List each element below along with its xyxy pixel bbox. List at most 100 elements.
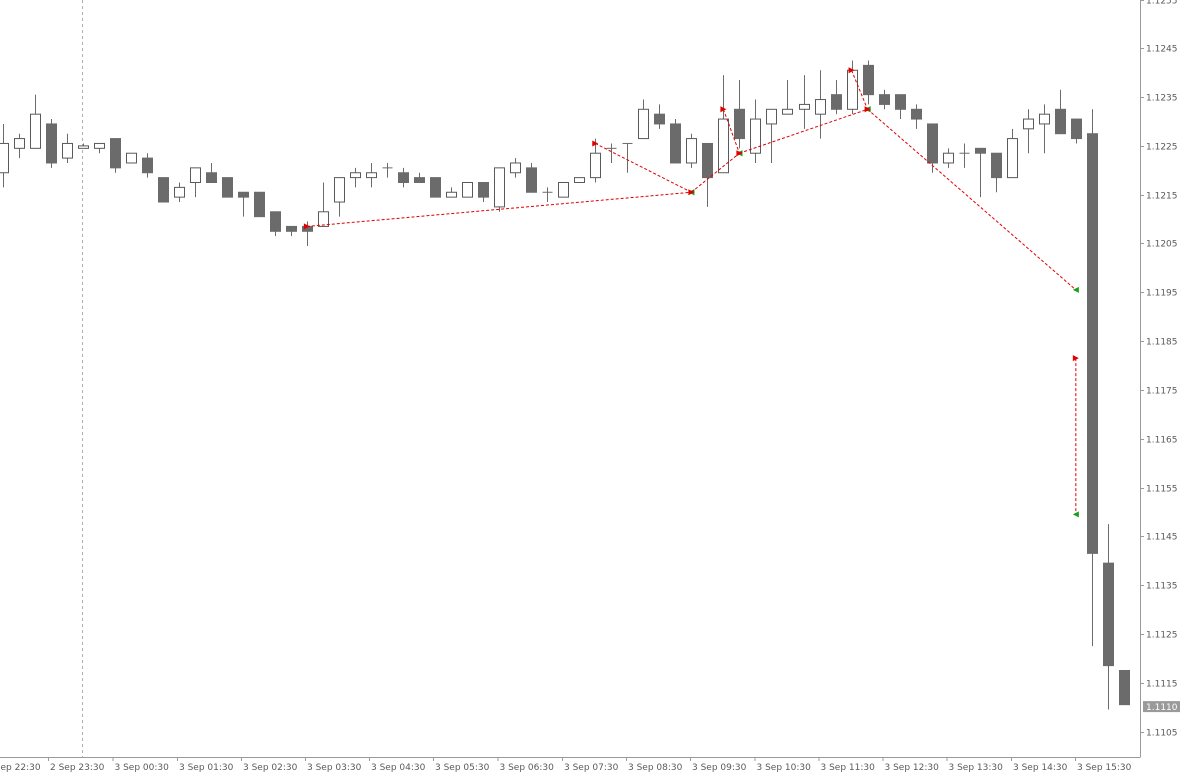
candle-body[interactable] (782, 108, 793, 115)
candle-body[interactable] (142, 157, 153, 174)
candle-body[interactable] (1087, 133, 1098, 554)
y-tick-label: 1.1175 (1146, 387, 1178, 397)
candle-body[interactable] (975, 147, 986, 154)
candle-body[interactable] (943, 152, 954, 164)
current-price-label: 1.1110 (1146, 703, 1178, 713)
candle-body[interactable] (78, 145, 89, 149)
y-tick-label: 1.1165 (1146, 436, 1178, 446)
candle-body[interactable] (366, 172, 377, 179)
y-tick-label: 1.1235 (1146, 94, 1178, 104)
y-tick-label: 1.1225 (1146, 143, 1178, 153)
candle-body[interactable] (94, 142, 105, 149)
candle-body[interactable] (831, 94, 842, 110)
trade-entry-marker[interactable] (688, 189, 695, 196)
candle-body[interactable] (766, 108, 777, 125)
candle-body[interactable] (847, 69, 858, 110)
candle-body[interactable] (718, 118, 729, 174)
x-tick-label: 3 Sep 13:30 (949, 763, 1004, 772)
current-price-tag (1143, 701, 1180, 713)
candle-body[interactable] (286, 225, 297, 232)
candle-body[interactable] (911, 108, 922, 120)
candle-body[interactable] (0, 142, 9, 174)
candle-body[interactable] (991, 152, 1002, 179)
candle-body[interactable] (1055, 108, 1066, 135)
candle-body[interactable] (238, 191, 249, 198)
candle-body[interactable] (334, 177, 345, 203)
candle-body[interactable] (494, 167, 505, 208)
x-tick-label: 3 Sep 11:30 (821, 763, 876, 772)
candle-body[interactable] (446, 191, 457, 198)
x-tick-label: 3 Sep 00:30 (115, 763, 170, 772)
candle-body[interactable] (1071, 118, 1082, 140)
candle-body[interactable] (799, 103, 810, 110)
candle-body[interactable] (174, 186, 185, 198)
candle-body[interactable] (1039, 113, 1050, 125)
trade-entry-marker[interactable] (864, 106, 871, 113)
candle-body[interactable] (318, 211, 329, 227)
trade-line (691, 152, 740, 193)
candle-body[interactable] (654, 113, 665, 125)
candle-body[interactable] (254, 191, 265, 218)
trade-exit-marker[interactable] (1072, 286, 1079, 293)
y-tick-label: 1.1115 (1146, 680, 1178, 690)
candle-body[interactable] (270, 211, 281, 232)
candle-body[interactable] (1007, 138, 1018, 179)
candle-body[interactable] (558, 182, 569, 198)
candle-body[interactable] (462, 182, 473, 198)
candle-body[interactable] (478, 182, 489, 198)
trade-entry-marker[interactable] (303, 223, 310, 230)
candle-body[interactable] (414, 177, 425, 183)
x-tick-label: 3 Sep 14:30 (1013, 763, 1068, 772)
x-tick-label: 3 Sep 15:30 (1077, 763, 1132, 772)
candle-body[interactable] (14, 138, 25, 149)
candle-body[interactable] (734, 108, 745, 140)
y-tick-label: 1.1155 (1146, 485, 1178, 495)
candle-body[interactable] (895, 94, 906, 110)
candle-body[interactable] (750, 118, 761, 154)
candle-body[interactable] (190, 167, 201, 184)
candle-body[interactable] (158, 177, 169, 203)
candle-body[interactable] (350, 172, 361, 179)
y-tick-label: 1.1185 (1146, 338, 1178, 348)
candle-body[interactable] (1103, 562, 1114, 667)
candle-body[interactable] (398, 172, 409, 184)
y-tick-label: 1.1135 (1146, 582, 1178, 592)
trade-entry-marker[interactable] (720, 106, 727, 113)
candle-body[interactable] (126, 152, 137, 164)
candle-body[interactable] (62, 142, 73, 159)
candle-body[interactable] (863, 64, 874, 96)
x-tick-label: 3 Sep 09:30 (692, 763, 747, 772)
trade-exit-marker[interactable] (1072, 511, 1079, 518)
trade-line (595, 143, 692, 193)
candle-body[interactable] (927, 123, 938, 164)
trade-entry-marker[interactable] (848, 67, 855, 74)
candle-body[interactable] (638, 108, 649, 140)
candle-body[interactable] (526, 167, 537, 193)
candle-body[interactable] (46, 123, 57, 164)
candle-body[interactable] (815, 99, 826, 115)
candle-body[interactable] (222, 177, 233, 198)
candle-body[interactable] (510, 162, 521, 174)
candle-body[interactable] (1119, 670, 1130, 706)
y-tick-label: 1.1205 (1146, 240, 1178, 250)
trade-entry-marker[interactable] (592, 140, 599, 147)
candle-body[interactable] (430, 177, 441, 198)
trade-entry-marker[interactable] (736, 150, 743, 157)
candle-body[interactable] (670, 123, 681, 164)
trade-entry-marker[interactable] (1072, 355, 1079, 362)
candle-body[interactable] (206, 172, 217, 184)
candle-body[interactable] (686, 138, 697, 164)
candle-body[interactable] (110, 138, 121, 169)
candle-body[interactable] (1023, 118, 1034, 130)
y-tick-label: 1.1255 (1146, 0, 1178, 7)
candle-body[interactable] (879, 94, 890, 105)
candle-body[interactable] (590, 152, 601, 179)
x-tick-label: 3 Sep 05:30 (435, 763, 490, 772)
candle-body[interactable] (702, 142, 713, 179)
candle-body[interactable] (30, 113, 41, 149)
x-tick-label: 3 Sep 07:30 (564, 763, 619, 772)
candle-body[interactable] (574, 177, 585, 183)
x-tick-label: 3 Sep 02:30 (243, 763, 298, 772)
